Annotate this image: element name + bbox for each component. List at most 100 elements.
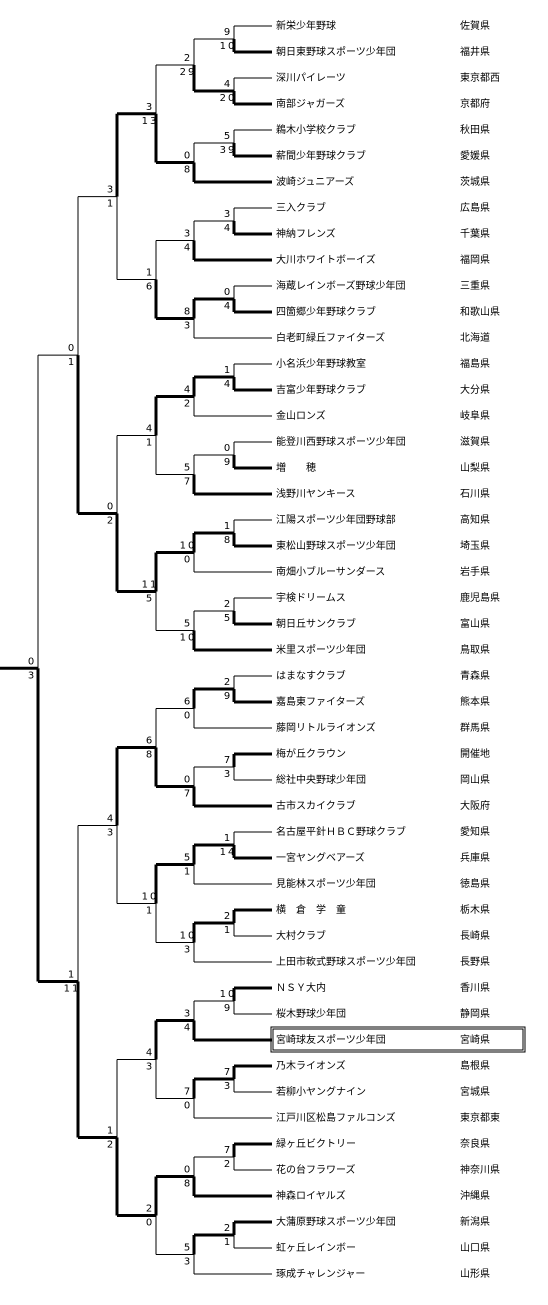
team-name: 能登川西野球スポーツ少年団 (276, 435, 406, 448)
score: 5 (184, 853, 192, 864)
score: 8 (184, 1179, 192, 1190)
prefecture: 長崎県 (460, 929, 490, 942)
prefecture: 埼玉県 (460, 539, 490, 552)
prefecture: 大阪府 (460, 799, 490, 812)
score: 4 (184, 243, 192, 254)
team-name: 一宮ヤングベアーズ (276, 851, 365, 864)
score: 6 (184, 697, 192, 708)
score: 3 (184, 229, 192, 240)
team-name: 名古屋平針ＨＢＣ野球クラブ (276, 825, 406, 838)
team-name: 鵜木小学校クラブ (276, 123, 356, 136)
team-name: 吉富少年野球クラブ (276, 383, 366, 396)
score: 9 (224, 457, 232, 468)
prefecture: 福井県 (460, 45, 490, 58)
prefecture: 茨城県 (460, 175, 490, 188)
score: 7 (224, 1145, 232, 1156)
score: 10 (180, 931, 197, 942)
prefecture: 兵庫県 (460, 851, 490, 864)
team-name: 江陽スポーツ少年団野球部 (276, 513, 396, 526)
prefecture: 滋賀県 (460, 435, 490, 448)
score: 4 (107, 814, 115, 825)
score: 8 (146, 750, 154, 761)
prefecture: 愛媛県 (460, 149, 490, 162)
team-name: 波崎ジュニアーズ (276, 175, 354, 188)
score: 10 (220, 989, 237, 1000)
score: 1 (224, 1237, 232, 1248)
prefecture: 和歌山県 (460, 305, 500, 318)
prefecture: 高知県 (460, 513, 490, 526)
team-name: 米里スポーツ少年団 (276, 643, 366, 656)
score: 9 (224, 1003, 232, 1014)
prefecture: 青森県 (460, 669, 490, 682)
prefecture: 宮崎県 (460, 1033, 490, 1046)
score: 1 (107, 199, 115, 210)
team-name: 横 倉 学 童 (276, 903, 346, 916)
score: 3 (107, 828, 115, 839)
team-name: 嘉島東ファイターズ (276, 695, 365, 708)
team-name: 朝日丘サンクラブ (276, 617, 356, 630)
team-name: 見能林スポーツ少年団 (276, 877, 376, 890)
score: 1 (224, 521, 232, 532)
prefecture: 鳥取県 (460, 643, 490, 656)
score: 9 (224, 691, 232, 702)
score: 3 (224, 1081, 232, 1092)
prefecture: 沖縄県 (460, 1189, 490, 1202)
prefecture: 石川県 (460, 488, 490, 500)
score: 0 (184, 711, 192, 722)
score: 9 (224, 27, 232, 38)
score: 4 (184, 1023, 192, 1034)
team-name: はまなすクラブ (276, 669, 346, 682)
prefecture: 東京都東 (460, 1111, 500, 1124)
team-name: 大村クラブ (276, 929, 326, 942)
score: 5 (224, 131, 232, 142)
prefecture: 山梨県 (460, 461, 490, 474)
team-name: 薪間少年野球クラブ (276, 149, 366, 162)
score: 14 (220, 847, 237, 858)
team-name: ＮＳＹ大内 (276, 981, 326, 994)
team-name: 深川パイレーツ (276, 72, 346, 84)
score: 2 (224, 599, 232, 610)
team-name: 増 穂 (276, 461, 316, 474)
score: 7 (184, 789, 192, 800)
prefecture: 香川県 (460, 982, 490, 994)
score: 11 (142, 580, 159, 591)
score: 0 (68, 343, 76, 354)
score: 5 (184, 463, 192, 474)
prefecture: 京都府 (460, 97, 490, 110)
score: 2 (107, 1140, 115, 1151)
prefecture: 岩手県 (460, 565, 490, 578)
team-name: 上田市軟式野球スポーツ少年団 (276, 955, 416, 968)
prefecture: 神奈川県 (460, 1163, 500, 1176)
score: 0 (146, 1218, 154, 1229)
score: 5 (224, 613, 232, 624)
score: 1 (224, 925, 232, 936)
prefecture: 岡山県 (460, 774, 490, 786)
score: 0 (184, 555, 192, 566)
score: 1 (224, 365, 232, 376)
score: 4 (224, 301, 232, 312)
score: 2 (184, 399, 192, 410)
score: 8 (224, 535, 232, 546)
team-name: 神納フレンズ (276, 227, 336, 240)
team-name: 朝日東野球スポーツ少年団 (276, 45, 396, 58)
score: 3 (107, 185, 115, 196)
score: 2 (184, 53, 192, 64)
score: 7 (184, 1087, 192, 1098)
score: 4 (224, 379, 232, 390)
prefecture: 大分県 (460, 383, 490, 396)
prefecture: 北海道 (460, 331, 490, 344)
score: 3 (28, 670, 36, 681)
prefecture: 群馬県 (460, 721, 490, 734)
prefecture: 東京都西 (460, 71, 500, 84)
team-name: 浅野川ヤンキース (276, 487, 356, 500)
score: 11 (64, 984, 81, 995)
score: 6 (146, 736, 154, 747)
prefecture: 島根県 (460, 1059, 490, 1072)
score: 3 (146, 1062, 154, 1073)
score: 0 (224, 443, 232, 454)
prefecture: 千葉県 (460, 227, 490, 240)
score: 1 (146, 438, 154, 449)
score: 7 (224, 755, 232, 766)
prefecture: 徳島県 (460, 877, 490, 890)
